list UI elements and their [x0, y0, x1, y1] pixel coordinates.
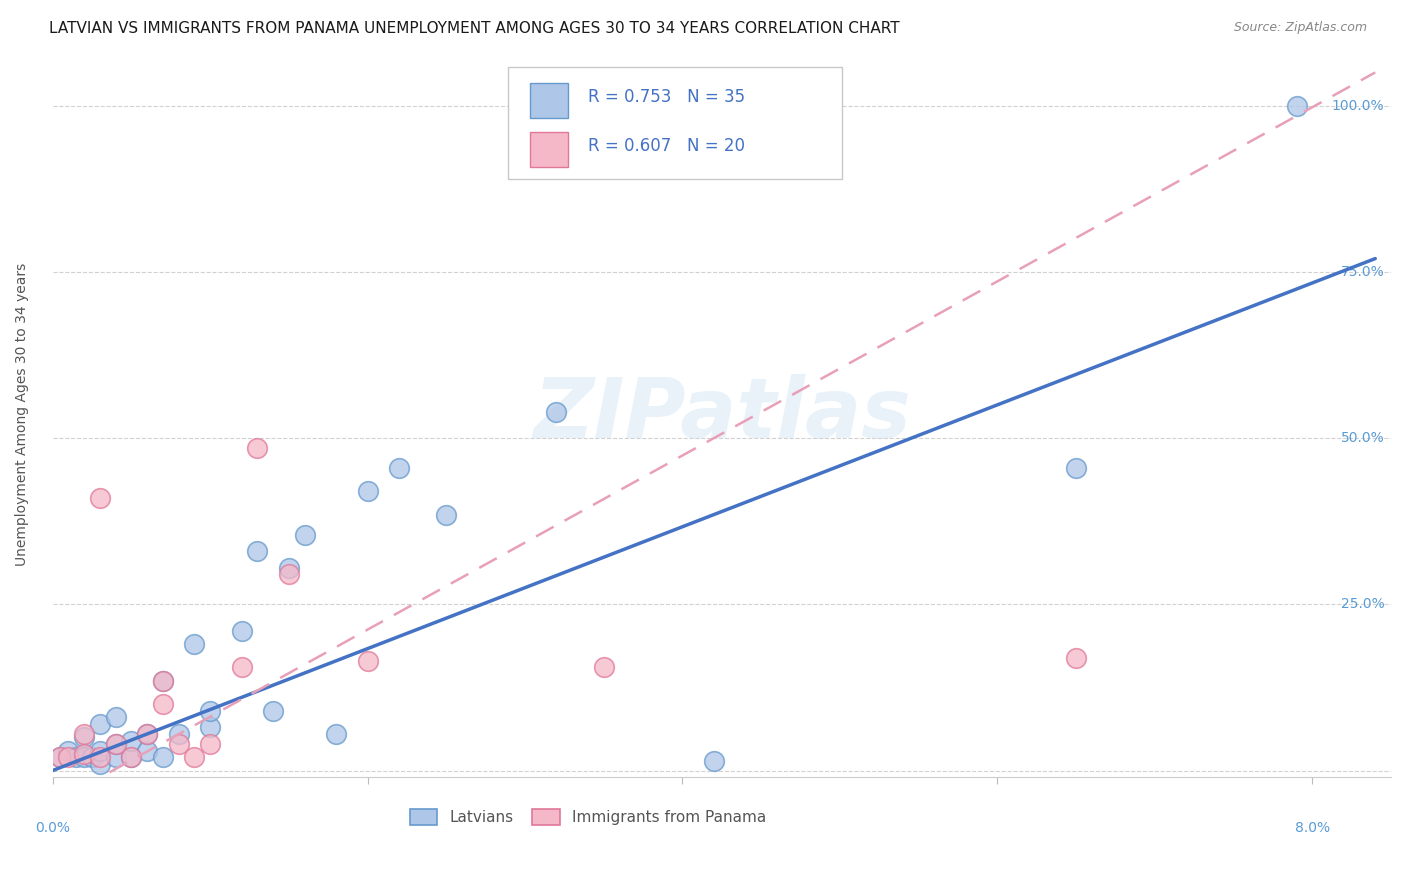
Point: [136, 743, 159, 757]
Point: [58, 750, 80, 764]
Point: [1064, 461, 1087, 475]
Text: 8.0%: 8.0%: [1295, 821, 1330, 835]
Point: [152, 673, 174, 688]
Point: [434, 508, 457, 522]
Point: [152, 697, 174, 711]
Point: [120, 750, 142, 764]
Text: 0.0%: 0.0%: [35, 821, 70, 835]
Point: [167, 727, 190, 741]
Point: [1285, 98, 1308, 112]
Point: [49, 750, 72, 764]
Point: [136, 727, 159, 741]
Point: [152, 750, 174, 764]
Point: [89, 491, 111, 505]
Text: 100.0%: 100.0%: [1331, 99, 1385, 112]
Point: [356, 654, 378, 668]
Point: [89, 756, 111, 771]
Point: [120, 750, 142, 764]
Point: [388, 461, 411, 475]
Text: 25.0%: 25.0%: [1340, 598, 1385, 611]
Point: [65, 750, 87, 764]
Point: [294, 527, 316, 541]
Legend: Latvians, Immigrants from Panama: Latvians, Immigrants from Panama: [404, 803, 772, 831]
Point: [546, 404, 568, 418]
Bar: [530, 83, 568, 118]
Text: ZIPatlas: ZIPatlas: [533, 375, 911, 455]
FancyBboxPatch shape: [508, 67, 842, 179]
Point: [183, 637, 205, 651]
Point: [198, 737, 221, 751]
Point: [262, 704, 284, 718]
Point: [356, 484, 378, 499]
Point: [104, 750, 127, 764]
Text: R = 0.607   N = 20: R = 0.607 N = 20: [588, 137, 745, 155]
Point: [104, 737, 127, 751]
Point: [592, 660, 614, 674]
Bar: [530, 133, 568, 168]
Point: [73, 750, 96, 764]
Point: [231, 624, 253, 638]
Point: [246, 544, 269, 558]
Point: [198, 704, 221, 718]
Point: [136, 727, 159, 741]
Point: [325, 727, 347, 741]
Point: [104, 710, 127, 724]
Text: R = 0.753   N = 35: R = 0.753 N = 35: [588, 87, 745, 106]
Point: [89, 717, 111, 731]
Point: [277, 560, 299, 574]
Point: [183, 750, 205, 764]
Point: [703, 754, 725, 768]
Point: [49, 750, 72, 764]
Point: [198, 720, 221, 734]
Point: [73, 727, 96, 741]
Point: [89, 750, 111, 764]
Text: Source: ZipAtlas.com: Source: ZipAtlas.com: [1233, 21, 1367, 34]
Point: [104, 737, 127, 751]
Point: [58, 743, 80, 757]
Text: 75.0%: 75.0%: [1340, 265, 1385, 279]
Point: [89, 743, 111, 757]
Point: [73, 731, 96, 745]
Point: [73, 747, 96, 761]
Point: [277, 567, 299, 582]
Point: [231, 660, 253, 674]
Point: [152, 673, 174, 688]
Point: [167, 737, 190, 751]
Text: 50.0%: 50.0%: [1340, 431, 1385, 445]
Text: LATVIAN VS IMMIGRANTS FROM PANAMA UNEMPLOYMENT AMONG AGES 30 TO 34 YEARS CORRELA: LATVIAN VS IMMIGRANTS FROM PANAMA UNEMPL…: [49, 21, 900, 36]
Y-axis label: Unemployment Among Ages 30 to 34 years: Unemployment Among Ages 30 to 34 years: [15, 263, 30, 566]
Point: [1064, 650, 1087, 665]
Point: [246, 441, 269, 455]
Point: [120, 733, 142, 747]
Point: [80, 750, 103, 764]
